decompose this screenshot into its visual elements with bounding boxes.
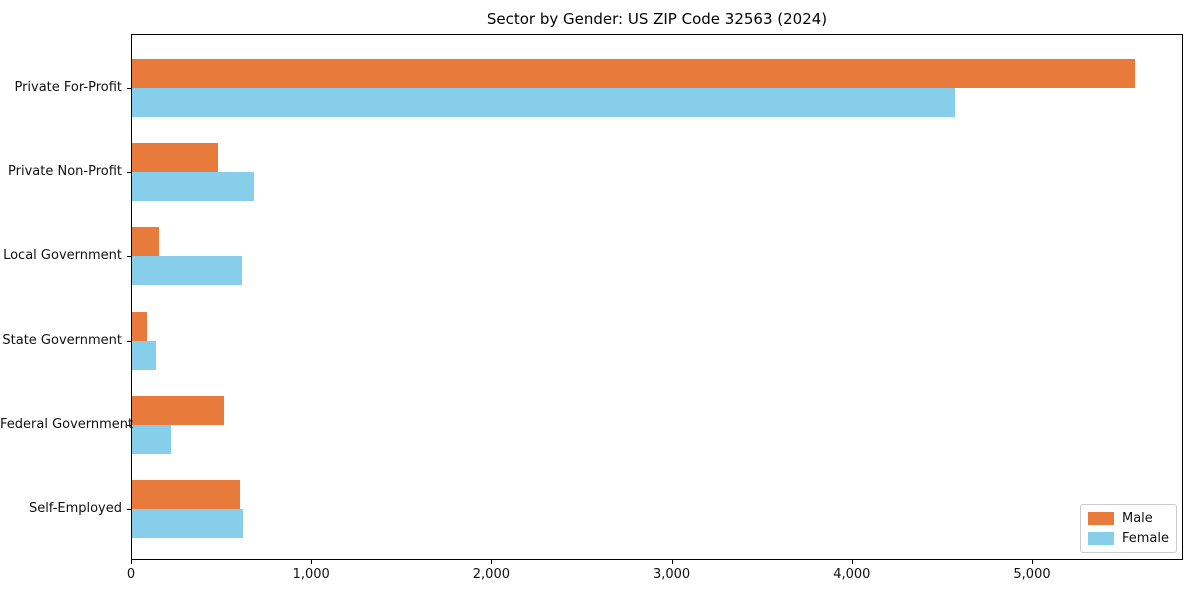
xtick-mark-3 [671,560,673,564]
ytick-mark-2 [127,256,131,258]
xtick-label-4: 4,000 [833,567,871,582]
xtick-label-2: 2,000 [472,567,510,582]
xtick-mark-4 [851,560,853,564]
xtick-label-3: 3,000 [652,567,691,582]
ytick-mark-0 [127,88,131,89]
ytick-mark-3 [127,340,131,342]
chart-title: Sector by Gender: US ZIP Code 32563 (202… [486,10,828,28]
ytick-label-2: Local Government [3,248,122,264]
legend-label-male: Male [1121,511,1153,526]
bar-female-4 [131,424,171,454]
bar-male-3 [131,311,148,341]
xtick-mark-2 [491,560,493,564]
legend-item-male: Male [1087,511,1169,526]
bar-male-1 [131,143,219,173]
ytick-mark-5 [127,509,131,510]
bar-male-4 [131,395,224,425]
ytick-label-4: Federal Government [0,416,134,432]
bar-male-5 [131,480,240,509]
legend-item-female: Female [1087,531,1169,546]
xtick-label-5: 5,000 [1013,567,1051,582]
bar-female-0 [131,88,955,117]
legend-swatch-male-icon [1087,512,1114,525]
ytick-mark-1 [127,172,131,174]
bar-female-5 [131,509,243,538]
xtick-label-1: 1,000 [292,567,330,582]
bar-male-0 [131,59,1135,88]
ytick-label-5: Self-Employed [28,501,122,516]
legend-swatch-female-icon [1087,532,1114,545]
xtick-label-0: 0 [126,567,136,582]
xtick-mark-0 [131,560,132,564]
bar-female-2 [131,256,242,286]
bar-female-3 [131,340,157,370]
legend-label-female: Female [1121,531,1169,546]
ytick-label-1: Private Non-Profit [8,164,122,180]
bar-male-2 [131,227,159,257]
legend: Male Female [1079,504,1177,553]
ytick-label-3: State Government [2,332,122,348]
ytick-label-0: Private For-Profit [14,80,122,95]
xtick-mark-5 [1032,560,1033,564]
bar-female-1 [131,172,255,202]
ytick-mark-4 [127,424,131,426]
xtick-mark-1 [311,560,313,564]
